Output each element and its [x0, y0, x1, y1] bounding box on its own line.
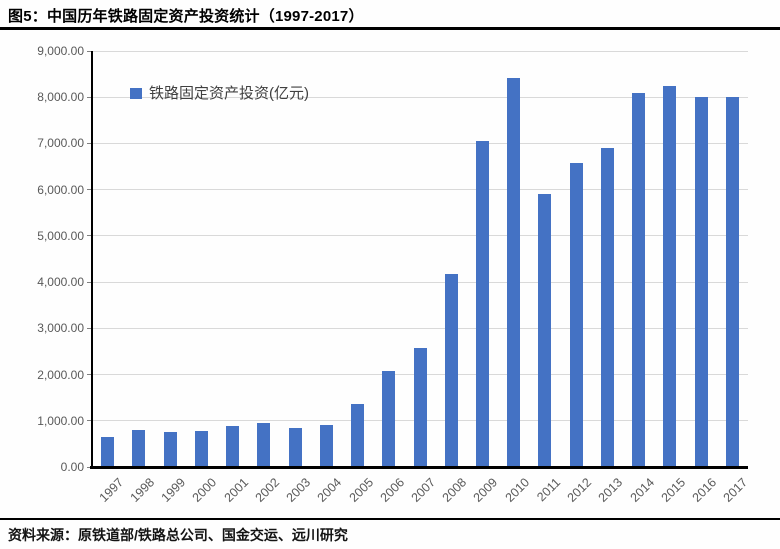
y-axis-tick-label: 1,000.00 [37, 413, 84, 428]
bar-2009 [475, 141, 489, 467]
y-axis-tick-mark [87, 142, 92, 144]
legend-label: 铁路固定资产投资(亿元) [149, 85, 309, 102]
bar-2013 [600, 147, 614, 467]
bar-chart: 0.00 1,000.00 2,000.00 3,000.00 4,000.00 5,00… [0, 30, 780, 518]
y-axis-tick-mark [87, 235, 92, 237]
x-axis-tick-label-2016: 2016 [689, 475, 720, 505]
y-axis-tick-mark [87, 96, 92, 98]
y-axis-tick-label: 7,000.00 [37, 136, 84, 151]
bar-2005 [351, 404, 365, 467]
bar-2000 [194, 431, 208, 467]
bar-2014 [632, 93, 646, 467]
bar-2001 [226, 426, 240, 467]
x-axis-tick-label-1997: 1997 [96, 475, 126, 505]
y-axis-tick-mark [87, 466, 92, 468]
gridline [92, 189, 748, 191]
x-axis-tick-label-2010: 2010 [502, 475, 532, 505]
bar-2011 [538, 194, 552, 467]
bar-1998 [132, 429, 146, 467]
y-axis-tick-mark [87, 420, 92, 422]
footer-divider [0, 518, 780, 520]
bar-2004 [319, 425, 333, 467]
bar-2007 [413, 348, 427, 467]
figure-title: 图5：中国历年铁路固定资产投资统计（1997-2017） [8, 8, 364, 25]
bar-2010 [507, 77, 521, 467]
y-axis-line [91, 51, 93, 467]
y-axis-tick-label: 8,000.00 [37, 90, 84, 105]
source-note: 资料来源：原铁道部/铁路总公司、国金交运、远川研究 [8, 527, 348, 543]
x-axis-tick-label-2005: 2005 [346, 475, 376, 505]
x-axis-tick-label-2007: 2007 [408, 475, 439, 505]
x-axis-tick-label-1998: 1998 [127, 475, 158, 505]
bar-2015 [663, 86, 677, 467]
legend: 铁路固定资产投资(亿元) [130, 85, 309, 102]
y-axis-tick-mark [87, 189, 92, 191]
gridline [92, 281, 748, 283]
x-axis-tick-label-2003: 2003 [283, 475, 314, 505]
y-axis-tick-label: 0.00 [60, 460, 84, 474]
plot-area: 铁路固定资产投资(亿元) [90, 50, 748, 469]
bar-2006 [382, 370, 396, 467]
x-axis-tick-label-2000: 2000 [189, 475, 220, 505]
y-axis-tick-label: 4,000.00 [37, 275, 84, 290]
bar-2016 [694, 96, 708, 467]
x-axis-tick-label-2009: 2009 [471, 475, 501, 505]
x-axis-tick-label-2015: 2015 [658, 475, 689, 505]
x-axis-tick-label-2012: 2012 [564, 475, 595, 505]
x-axis-tick-label-2011: 2011 [534, 475, 564, 505]
x-axis-tick-label-2013: 2013 [596, 475, 626, 505]
y-axis-tick-label: 2,000.00 [37, 367, 84, 382]
bar-2008 [444, 274, 458, 467]
x-axis-line [90, 466, 748, 469]
x-axis-tick-label-2008: 2008 [439, 475, 470, 505]
x-axis-tick-label-2001: 2001 [221, 475, 251, 505]
x-axis-tick-label-2017: 2017 [721, 475, 751, 505]
y-axis-tick-mark [87, 50, 92, 52]
bar-2002 [257, 422, 271, 467]
y-axis-tick-mark [87, 374, 92, 376]
bar-1999 [163, 432, 177, 467]
gridline [92, 142, 748, 144]
title-divider [0, 27, 780, 30]
gridline [92, 50, 748, 52]
x-axis-tick-label-2002: 2002 [252, 475, 282, 505]
x-axis-tick-label-2004: 2004 [314, 475, 345, 505]
gridline [92, 96, 748, 98]
y-axis-tick-label: 6,000.00 [37, 182, 84, 197]
y-axis-tick-label: 9,000.00 [37, 44, 84, 58]
bar-2017 [725, 96, 739, 467]
x-axis-tick-label-2014: 2014 [627, 475, 657, 505]
x-axis-tick-label-2006: 2006 [377, 475, 407, 505]
legend-marker-icon [130, 88, 142, 99]
x-axis-tick-label-1999: 1999 [158, 475, 189, 505]
y-axis-tick-mark [87, 327, 92, 329]
bar-2012 [569, 162, 583, 467]
bar-1997 [101, 436, 115, 467]
y-axis-tick-label: 3,000.00 [37, 321, 84, 336]
gridline [92, 235, 748, 237]
bar-2003 [288, 427, 302, 467]
y-axis-tick-mark [87, 281, 92, 283]
y-axis-tick-label: 5,000.00 [37, 228, 84, 243]
gridline [92, 327, 748, 329]
